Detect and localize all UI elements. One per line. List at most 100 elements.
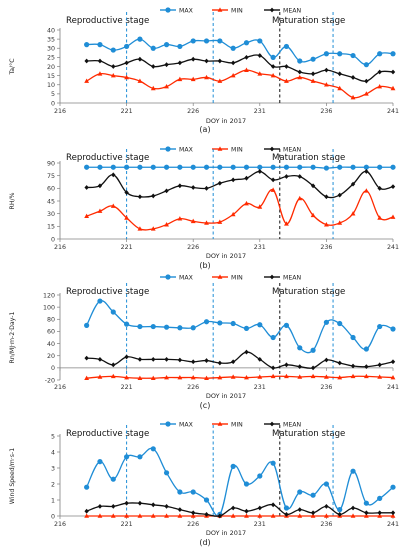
data-point-min: [124, 374, 129, 380]
data-point-max: [177, 325, 183, 331]
data-point-min: [363, 91, 369, 96]
legend-label-min: MIN: [231, 8, 243, 15]
data-point-min: [377, 513, 383, 518]
data-point-mean: [324, 357, 329, 363]
data-point-mean: [177, 183, 183, 189]
data-point-max: [377, 51, 383, 57]
x-tick-label: 221: [121, 108, 133, 115]
data-point-min: [97, 513, 103, 518]
data-point-max: [203, 164, 210, 170]
legend-marker-mean: [269, 7, 275, 13]
y-tick-label: 15: [47, 73, 55, 80]
legend-marker-min: [217, 146, 223, 151]
data-point-mean: [217, 513, 223, 519]
legend-marker-mean: [269, 274, 275, 280]
data-point-mean: [244, 54, 249, 60]
data-point-max: [150, 164, 156, 170]
data-point-min: [390, 374, 396, 380]
data-point-max: [243, 164, 250, 170]
data-point-mean: [191, 56, 196, 62]
data-point-max: [177, 489, 183, 495]
stage-label-maturation: Maturation stage: [272, 153, 345, 163]
data-point-mean: [310, 510, 316, 516]
data-point-min: [137, 375, 143, 380]
data-point-min: [350, 373, 356, 379]
data-point-mean: [230, 177, 236, 183]
y-tick-label: 3: [51, 465, 55, 472]
data-point-min: [150, 513, 156, 518]
data-point-min: [97, 71, 103, 76]
data-point-mean: [390, 359, 396, 365]
data-point-mean: [204, 512, 209, 517]
data-point-max: [337, 164, 343, 170]
y-tick-label: 40: [47, 27, 55, 34]
legend-label-max: MAX: [179, 8, 194, 15]
y-tick-label: 0: [51, 513, 55, 520]
stage-label-maturation: Maturation stage: [272, 287, 345, 297]
data-point-min: [190, 513, 196, 518]
data-point-max: [163, 42, 170, 48]
x-tick-label: 216: [54, 384, 66, 391]
data-point-max: [310, 164, 316, 170]
data-point-mean: [364, 364, 369, 370]
data-point-max: [243, 481, 250, 487]
legend-marker-min: [217, 421, 223, 426]
data-point-max: [124, 321, 130, 327]
data-point-min: [270, 73, 276, 78]
panel-caption: (c): [200, 401, 211, 410]
data-point-mean: [124, 500, 129, 506]
data-point-mean: [377, 185, 382, 191]
data-point-max: [84, 484, 90, 490]
data-point-min: [204, 220, 209, 225]
data-point-mean: [310, 365, 316, 371]
data-point-max: [297, 164, 303, 170]
y-tick-label: 40: [47, 341, 55, 348]
data-point-min: [377, 374, 383, 379]
x-tick-label: 231: [254, 521, 266, 528]
data-point-mean: [297, 174, 302, 179]
data-point-min: [124, 513, 129, 518]
data-point-mean: [191, 185, 196, 190]
data-point-min: [217, 78, 223, 83]
data-point-max: [283, 322, 290, 328]
data-point-max: [217, 164, 223, 170]
data-point-mean: [84, 185, 89, 190]
data-point-min: [230, 211, 236, 217]
data-point-max: [124, 454, 130, 460]
y-tick-label: 2: [51, 481, 55, 488]
y-tick-label: 75: [47, 173, 55, 180]
data-point-min: [190, 374, 196, 380]
data-point-max: [190, 164, 196, 170]
data-point-min: [324, 222, 329, 227]
data-point-min: [230, 73, 236, 78]
legend-marker-max: [165, 274, 171, 280]
y-tick-label: 0: [51, 365, 55, 372]
data-point-max: [84, 322, 90, 328]
data-point-max: [257, 164, 263, 170]
data-point-min: [297, 374, 303, 379]
data-point-mean: [204, 185, 209, 191]
data-point-min: [164, 374, 169, 380]
y-tick-label: -20: [45, 377, 55, 384]
data-point-mean: [337, 512, 342, 517]
data-point-max: [97, 42, 103, 48]
data-point-min: [177, 374, 183, 380]
data-point-min: [190, 218, 196, 224]
data-point-mean: [350, 75, 356, 80]
data-point-max: [137, 164, 143, 170]
data-point-max: [257, 38, 263, 44]
data-point-min: [177, 216, 183, 221]
data-point-mean: [97, 356, 103, 362]
series-line-min: [86, 189, 394, 231]
data-point-mean: [217, 58, 223, 64]
data-point-mean: [137, 500, 143, 506]
data-point-mean: [337, 192, 342, 198]
stage-label-reproductive: Reproductive stage: [66, 429, 149, 439]
data-point-mean: [111, 172, 116, 178]
data-point-max: [203, 497, 210, 503]
data-point-max: [337, 51, 343, 57]
data-point-min: [244, 374, 249, 380]
data-point-mean: [230, 505, 236, 511]
data-point-max: [283, 43, 290, 50]
x-tick-label: 226: [187, 384, 199, 391]
